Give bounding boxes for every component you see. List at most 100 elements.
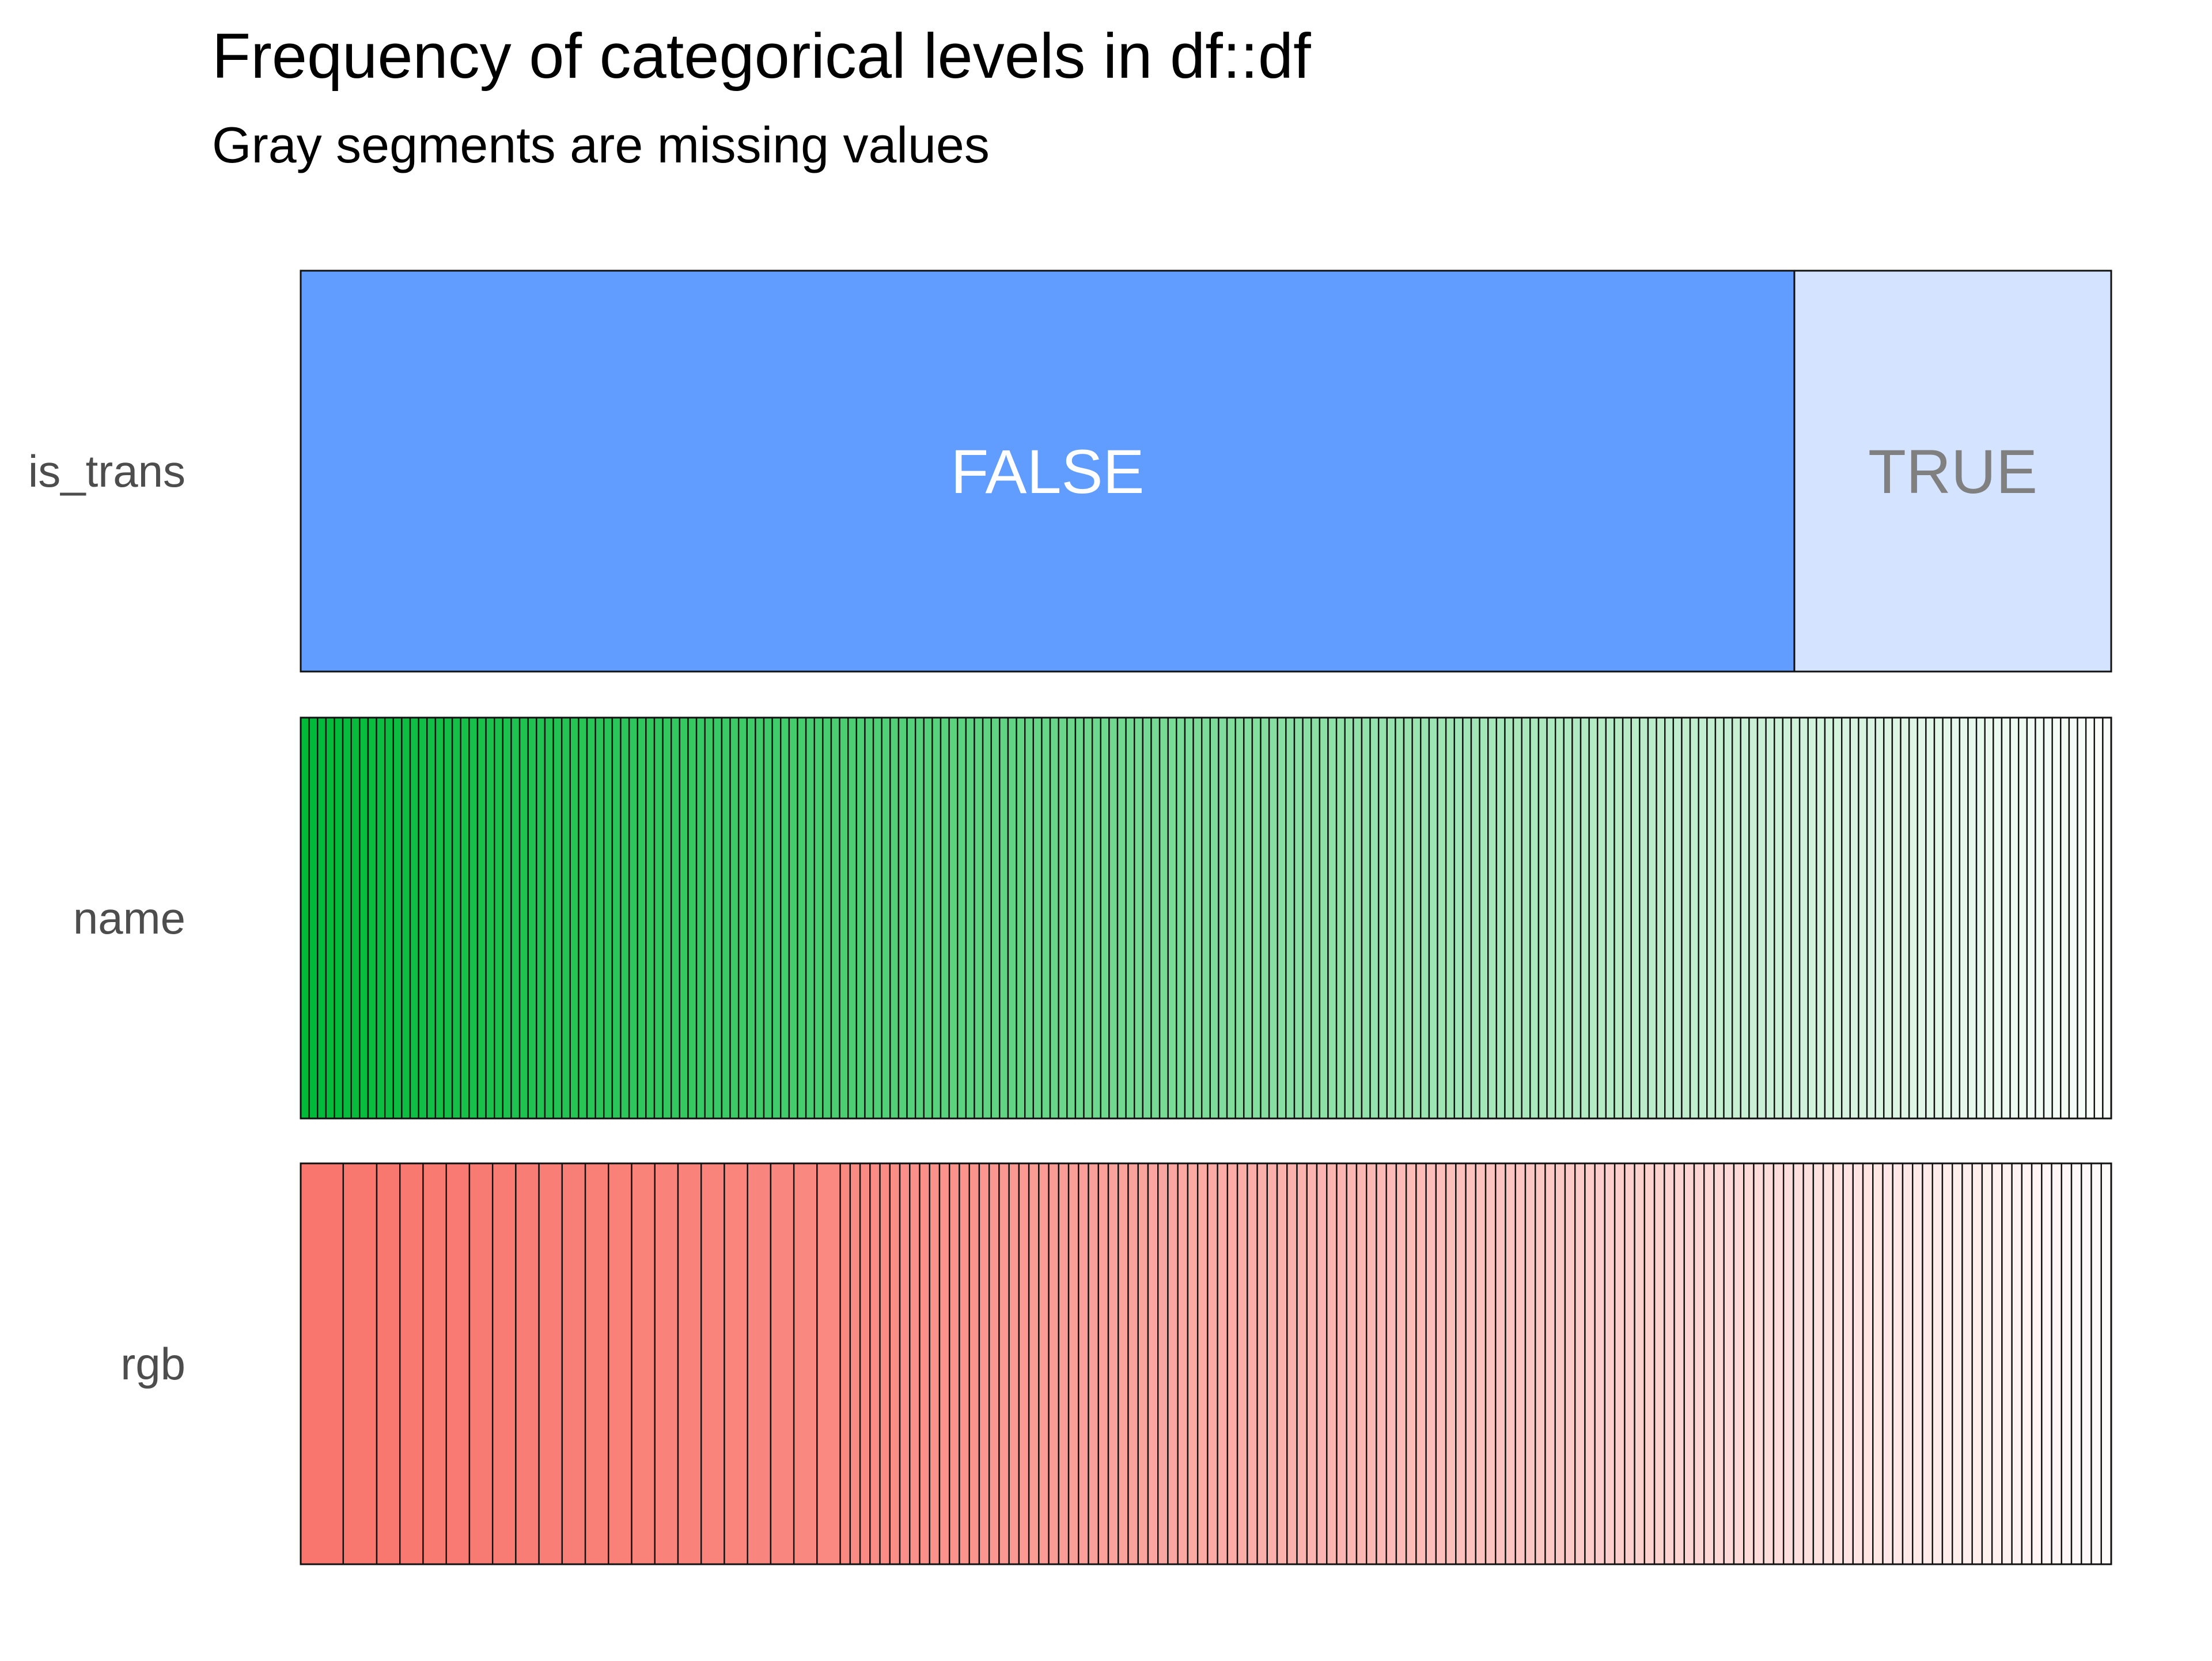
segment <box>2077 716 2087 1120</box>
segment <box>468 716 479 1120</box>
segment <box>1584 1162 1596 1565</box>
segment <box>1723 716 1733 1120</box>
segment <box>770 1162 795 1565</box>
segment <box>1091 716 1101 1120</box>
segment <box>603 716 613 1120</box>
segment <box>1597 716 1607 1120</box>
segment <box>342 716 352 1120</box>
segment <box>909 1162 921 1565</box>
segment <box>1243 716 1253 1120</box>
segment <box>1415 1162 1427 1565</box>
segment <box>1425 1162 1437 1565</box>
segment <box>1961 1162 1973 1565</box>
segment <box>300 270 1796 673</box>
segment <box>1296 1162 1308 1565</box>
row-label: rgb <box>120 1338 185 1389</box>
segment <box>1951 1162 1963 1565</box>
segment <box>797 716 807 1120</box>
segment <box>931 716 942 1120</box>
segment <box>1236 1162 1248 1565</box>
segment <box>1041 716 1051 1120</box>
segment <box>1158 716 1169 1120</box>
segment <box>1207 1162 1218 1565</box>
segment <box>1484 1162 1497 1565</box>
segment <box>1184 716 1194 1120</box>
segment <box>2051 1162 2063 1565</box>
segment <box>637 716 647 1120</box>
segment <box>1137 1162 1149 1565</box>
segment <box>2102 716 2112 1120</box>
segment <box>1537 716 1548 1120</box>
segment <box>494 716 504 1120</box>
segment <box>645 716 656 1120</box>
row-frame <box>300 716 2112 1120</box>
segment <box>1487 716 1498 1120</box>
segment <box>1326 1162 1338 1565</box>
segment <box>1475 1162 1487 1565</box>
segment <box>1514 1162 1527 1565</box>
segment <box>445 1162 471 1565</box>
segment <box>1544 1162 1556 1565</box>
segment <box>1683 1162 1695 1565</box>
segment <box>1564 1162 1576 1565</box>
segment <box>1285 716 1296 1120</box>
segment <box>1218 716 1228 1120</box>
segment <box>1849 716 1859 1120</box>
segment <box>998 1162 1010 1565</box>
segment <box>1385 1162 1397 1565</box>
segment <box>1604 1162 1616 1565</box>
segment <box>1916 716 1927 1120</box>
segment <box>1150 716 1161 1120</box>
segment-label: TRUE <box>1868 437 2037 506</box>
segment <box>897 716 908 1120</box>
segment <box>1266 1162 1278 1565</box>
segment <box>376 1162 401 1565</box>
segment <box>906 716 916 1120</box>
segment <box>518 716 529 1120</box>
segment <box>899 1162 911 1565</box>
segment <box>1706 716 1717 1120</box>
segment <box>859 1162 871 1565</box>
segment <box>308 716 319 1120</box>
segment <box>2043 716 2053 1120</box>
segment <box>687 716 698 1120</box>
segment <box>1816 716 1826 1120</box>
segment <box>695 716 706 1120</box>
row-frame <box>300 270 2112 673</box>
segment <box>1365 1162 1377 1565</box>
segment <box>317 716 327 1120</box>
segment <box>1713 1162 1725 1565</box>
segment <box>677 1162 702 1565</box>
segment <box>780 716 790 1120</box>
segment <box>1453 716 1464 1120</box>
segment <box>1858 716 1868 1120</box>
segment <box>1234 716 1245 1120</box>
segment <box>2009 716 2020 1120</box>
segment <box>889 716 900 1120</box>
row-rgb: rgb <box>120 1162 2112 1565</box>
segment <box>1118 1162 1129 1565</box>
segment <box>1049 716 1059 1120</box>
segment <box>1647 716 1657 1120</box>
segment <box>1395 716 1405 1120</box>
segment <box>999 716 1009 1120</box>
segment <box>536 716 546 1120</box>
segment <box>426 716 437 1120</box>
segment <box>1802 1162 1815 1565</box>
segment <box>392 716 403 1120</box>
segment <box>1177 1162 1189 1565</box>
segment <box>376 716 386 1120</box>
segment <box>1376 1162 1387 1565</box>
segment <box>704 716 714 1120</box>
segment <box>1748 716 1759 1120</box>
segment <box>1883 716 1893 1120</box>
segment <box>1078 1162 1089 1565</box>
segment <box>1824 716 1834 1120</box>
segment <box>1032 716 1043 1120</box>
segment <box>847 716 858 1120</box>
segment <box>1512 716 1522 1120</box>
segment <box>788 716 798 1120</box>
segment <box>1723 1162 1735 1565</box>
segment <box>1991 1162 2003 1565</box>
segment <box>1088 1162 1099 1565</box>
